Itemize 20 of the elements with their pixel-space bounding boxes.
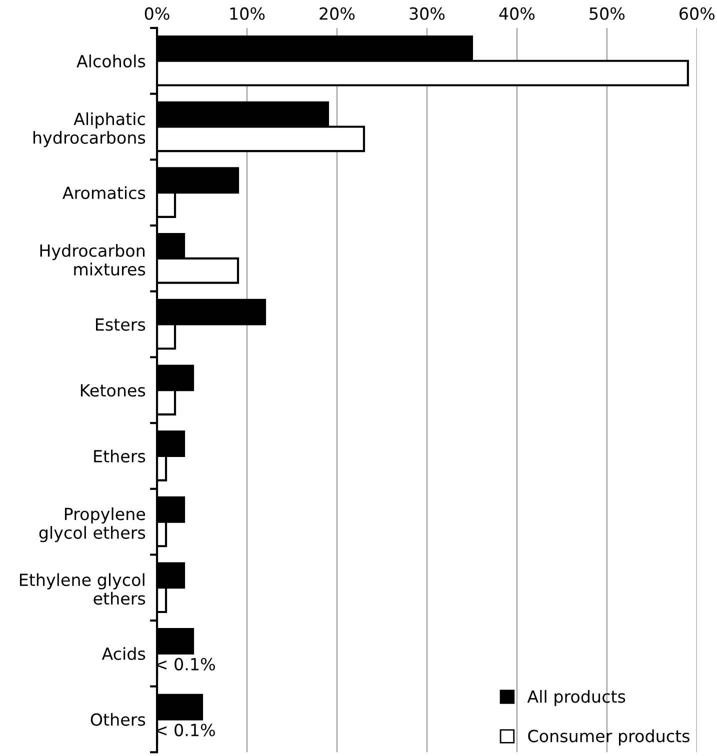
y-tick-label: Acids bbox=[102, 647, 146, 660]
y-tick-label: Ethers bbox=[94, 450, 146, 463]
x-tick-label: 0% bbox=[144, 7, 170, 20]
y-tick-label: Hydrocarbon mixtures bbox=[40, 244, 146, 276]
y-tick-label: Ketones bbox=[80, 384, 146, 397]
x-tick-label: 10% bbox=[230, 7, 265, 20]
x-tick-label: 60% bbox=[680, 7, 715, 20]
y-tick-label: Aliphatic hydrocarbons bbox=[33, 112, 146, 148]
x-tick-label: 20% bbox=[320, 7, 355, 20]
legend-label: Consumer products bbox=[528, 729, 690, 746]
y-tick-label: Alcohols bbox=[76, 54, 146, 68]
x-tick-label: 40% bbox=[499, 7, 535, 20]
y-tick-label: Ethylene glycol ethers bbox=[20, 573, 146, 605]
y-tick-label: Others bbox=[90, 712, 146, 726]
legend-label: All products bbox=[527, 690, 626, 706]
x-tick-label: 50% bbox=[590, 7, 625, 20]
y-tick-label: Propylene glycol ethers bbox=[39, 507, 146, 542]
y-tick-label: Esters bbox=[96, 318, 146, 331]
y-tick-label: Aromatics bbox=[62, 186, 146, 200]
x-tick-label: 30% bbox=[410, 7, 445, 20]
